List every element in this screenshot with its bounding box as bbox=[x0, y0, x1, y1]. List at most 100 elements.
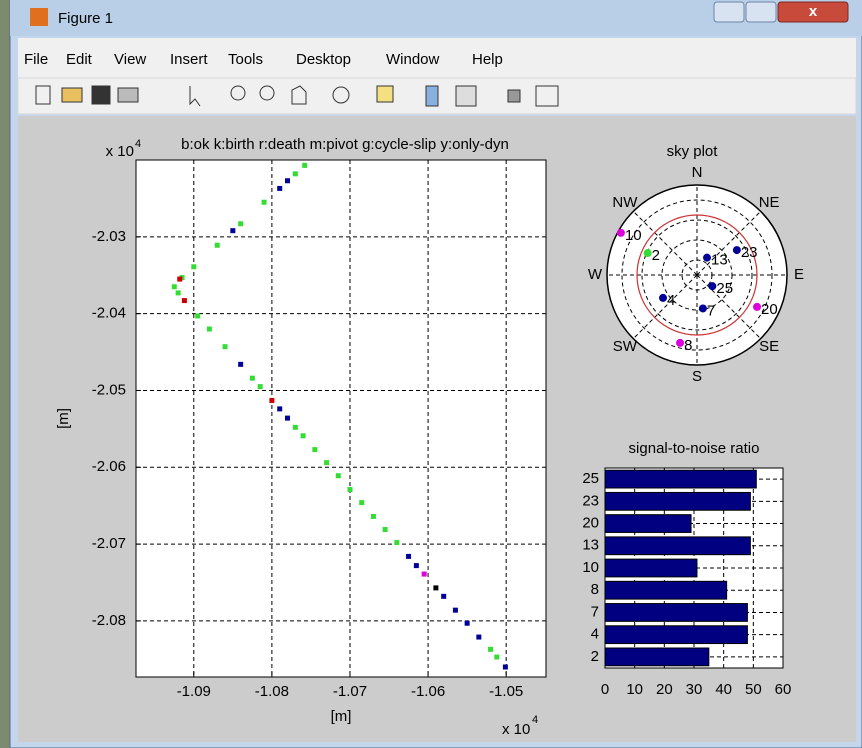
y-tick-label: 8 bbox=[591, 581, 599, 598]
x-multiplier-exponent: 4 bbox=[532, 714, 538, 726]
menu-item[interactable]: Edit bbox=[66, 51, 93, 68]
satellite bbox=[733, 246, 741, 254]
print-icon[interactable] bbox=[118, 88, 138, 102]
satellite-label: 8 bbox=[684, 337, 692, 354]
trajectory-point bbox=[215, 243, 220, 248]
trajectory-point bbox=[293, 425, 298, 430]
datacursor-icon[interactable] bbox=[377, 86, 393, 102]
trajectory-point bbox=[258, 384, 263, 389]
menu-item[interactable]: Insert bbox=[170, 51, 208, 68]
x-tick-label: 40 bbox=[715, 681, 732, 698]
legend-icon[interactable] bbox=[456, 86, 476, 106]
x-tick-label: -1.07 bbox=[333, 683, 367, 700]
satellite bbox=[708, 282, 716, 290]
direction-label: NE bbox=[759, 194, 780, 211]
y-tick-label: 7 bbox=[591, 603, 599, 620]
y-multiplier: x 10 bbox=[106, 143, 134, 160]
x-tick-label: -1.06 bbox=[411, 683, 445, 700]
trajectory-point bbox=[371, 514, 376, 519]
trajectory-point bbox=[476, 635, 481, 640]
x-tick-label: 20 bbox=[656, 681, 673, 698]
menu-item[interactable]: Window bbox=[386, 51, 440, 68]
y-tick-label: -2.04 bbox=[92, 305, 126, 322]
minimize-button[interactable] bbox=[714, 2, 744, 22]
chart-title: signal-to-noise ratio bbox=[629, 440, 760, 457]
x-axis-label: [m] bbox=[331, 708, 352, 725]
trajectory-point bbox=[269, 398, 274, 403]
app-icon bbox=[30, 8, 48, 26]
trajectory-point bbox=[285, 178, 290, 183]
trajectory-point bbox=[503, 665, 508, 670]
bar bbox=[605, 626, 747, 644]
colorbar-icon[interactable] bbox=[426, 86, 438, 106]
hide-tools-icon[interactable] bbox=[508, 90, 520, 102]
close-glyph: x bbox=[809, 3, 818, 20]
trajectory-point bbox=[488, 647, 493, 652]
bar bbox=[605, 470, 756, 488]
trajectory-point bbox=[383, 527, 388, 532]
bar bbox=[605, 515, 691, 533]
trajectory-point bbox=[336, 473, 341, 478]
menu-item[interactable]: File bbox=[24, 51, 48, 68]
bar bbox=[605, 559, 697, 577]
trajectory-point bbox=[301, 433, 306, 438]
trajectory-point bbox=[285, 416, 290, 421]
trajectory-point bbox=[465, 621, 470, 626]
trajectory-point bbox=[172, 284, 177, 289]
satellite-label: 25 bbox=[716, 280, 733, 297]
bar bbox=[605, 648, 709, 666]
y-tick-label: -2.03 bbox=[92, 228, 126, 245]
trajectory-point bbox=[176, 290, 181, 295]
y-tick-label: -2.05 bbox=[92, 381, 126, 398]
satellite-label: 13 bbox=[711, 252, 728, 269]
trajectory-point bbox=[177, 277, 182, 282]
menu-item[interactable]: Tools bbox=[228, 51, 263, 68]
bar bbox=[605, 492, 750, 510]
y-tick-label: 13 bbox=[582, 537, 599, 554]
x-tick-label: 10 bbox=[626, 681, 643, 698]
open-icon[interactable] bbox=[62, 88, 82, 102]
trajectory-point bbox=[238, 221, 243, 226]
trajectory-point bbox=[238, 362, 243, 367]
satellite-label: 20 bbox=[761, 301, 778, 318]
menu-item[interactable]: Help bbox=[472, 51, 503, 68]
satellite bbox=[753, 303, 761, 311]
y-tick-label: -2.06 bbox=[92, 458, 126, 475]
menu-item[interactable]: Desktop bbox=[296, 51, 351, 68]
x-tick-label: 60 bbox=[775, 681, 792, 698]
y-tick-label: -2.07 bbox=[92, 535, 126, 552]
menu-item[interactable]: View bbox=[114, 51, 146, 68]
satellite-label: 4 bbox=[667, 292, 675, 309]
direction-label: W bbox=[588, 266, 603, 283]
direction-label: S bbox=[692, 368, 702, 385]
trajectory-point bbox=[406, 554, 411, 559]
trajectory-point bbox=[347, 487, 352, 492]
y-tick-label: -2.08 bbox=[92, 612, 126, 629]
x-tick-label: 0 bbox=[601, 681, 609, 698]
x-tick-label: -1.05 bbox=[489, 683, 523, 700]
maximize-button[interactable] bbox=[746, 2, 776, 22]
trajectory-point bbox=[293, 171, 298, 176]
trajectory-point bbox=[191, 264, 196, 269]
bar bbox=[605, 581, 727, 599]
y-tick-label: 25 bbox=[582, 470, 599, 487]
satellite bbox=[699, 304, 707, 312]
trajectory-point bbox=[277, 406, 282, 411]
x-tick-label: -1.08 bbox=[255, 683, 289, 700]
bar bbox=[605, 604, 747, 622]
satellite bbox=[659, 294, 667, 302]
page: {"window": {"title": "Figure 1", "menu":… bbox=[0, 0, 862, 748]
direction-label: N bbox=[692, 164, 703, 181]
x-tick-label: -1.09 bbox=[177, 683, 211, 700]
y-tick-label: 4 bbox=[591, 626, 599, 643]
chart-title: b:ok k:birth r:death m:pivot g:cycle-sli… bbox=[181, 136, 509, 153]
y-tick-label: 10 bbox=[582, 559, 599, 576]
direction-label: NW bbox=[612, 194, 638, 211]
trajectory-point bbox=[262, 200, 267, 205]
save-icon[interactable] bbox=[92, 86, 110, 104]
satellite-label: 7 bbox=[707, 302, 715, 319]
y-tick-label: 2 bbox=[591, 648, 599, 665]
plot-area bbox=[136, 160, 546, 677]
x-tick-label: 50 bbox=[745, 681, 762, 698]
trajectory-point bbox=[324, 460, 329, 465]
